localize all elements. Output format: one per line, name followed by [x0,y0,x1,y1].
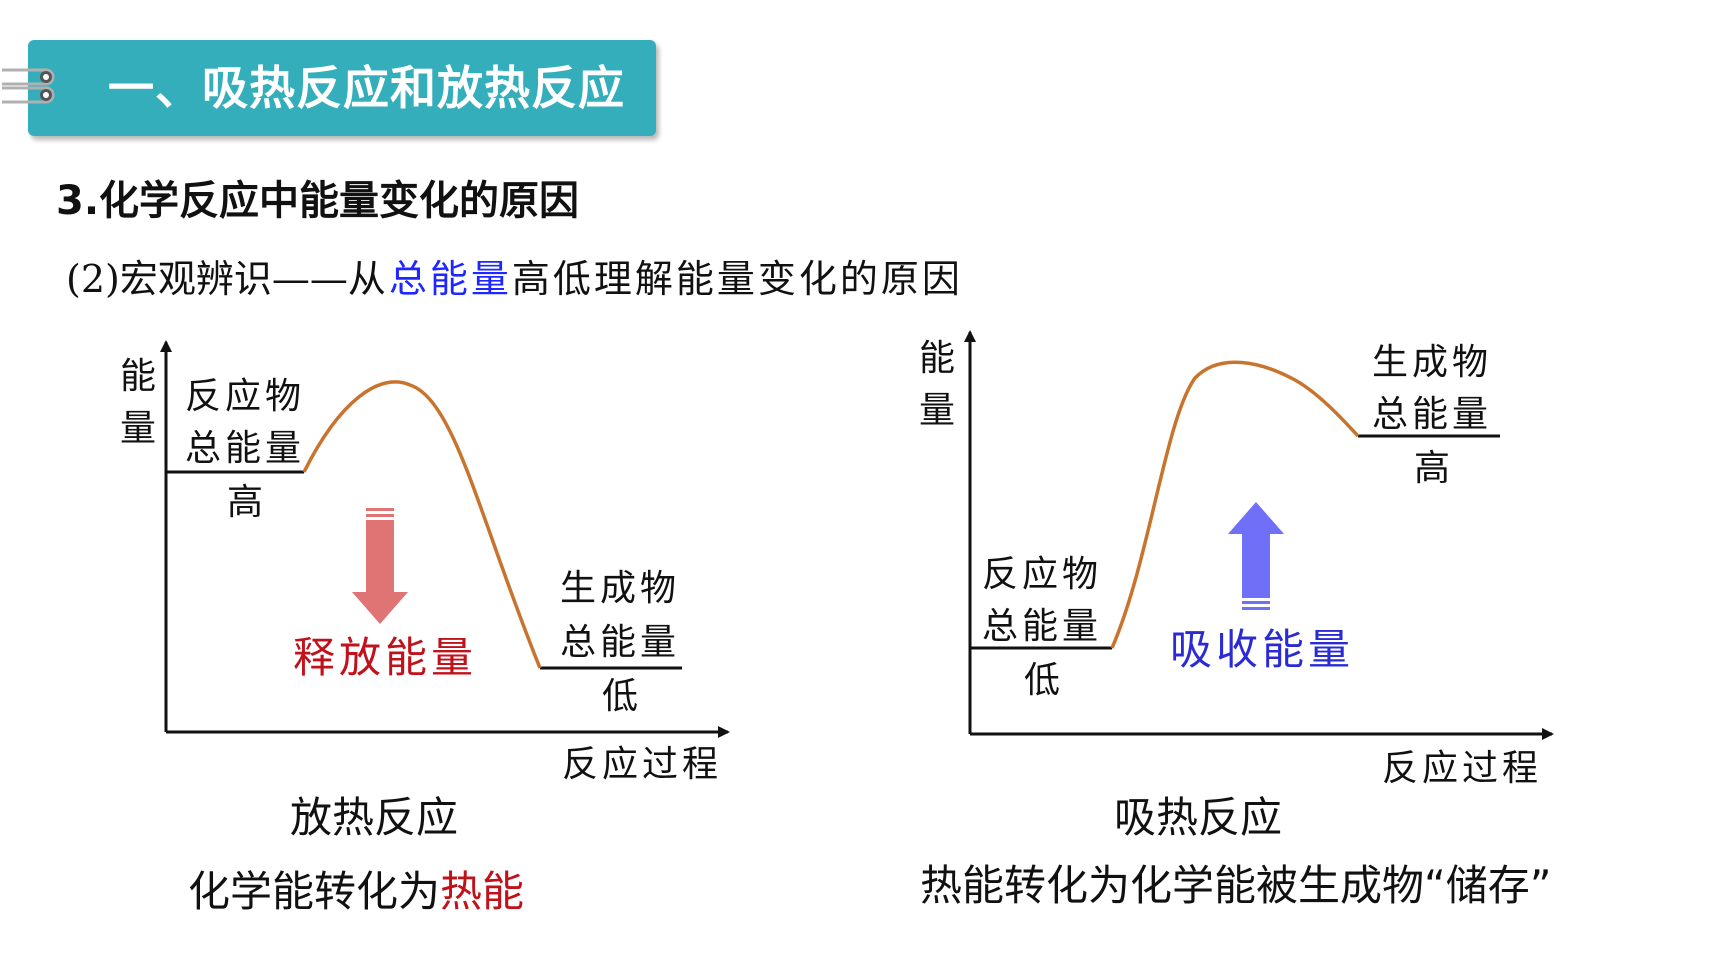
right-x-label: 反应过程 [1382,748,1542,789]
left-summary-prefix: 化学能转化为 [188,867,441,916]
binder-rings-icon [2,68,55,104]
subheading-prefix: (2)宏观辨识—— [66,257,348,301]
right-product-label-1: 生成物 [1372,342,1492,383]
absorb-arrow-icon [1228,502,1284,610]
right-product-label-3: 高 [1414,448,1450,489]
left-product-label-1: 生成物 [560,568,680,609]
left-title: 放热反应 [290,793,459,842]
left-energy-curve [302,380,542,669]
subheading: (2)宏观辨识——从总能量高低理解能量变化的原因 [66,248,963,303]
left-summary: 化学能转化为热能 [188,858,524,919]
left-reactant-label-3: 高 [227,482,263,523]
left-y-label-1: 能 [120,356,156,397]
right-energy-curve [1110,360,1360,649]
absorb-energy-label: 吸收能量 [1170,625,1354,674]
left-product-label-2: 总能量 [560,622,680,663]
section-heading: 3.化学反应中能量变化的原因 [56,178,580,224]
endothermic-diagram: 能 量 反应物 总能量 低 生成物 总能量 高 吸收能量 反应过程 [919,330,1554,789]
right-y-label-2: 量 [919,390,955,431]
section-banner: 一、吸热反应和放热反应 [28,40,656,136]
subheading-from: 从 [347,257,389,301]
right-y-label-1: 能 [919,338,955,379]
right-reactant-label-1: 反应物 [982,554,1102,595]
left-reactant-label-1: 反应物 [185,376,305,417]
left-summary-highlight: 热能 [440,867,525,916]
left-reactant-label-2: 总能量 [185,428,305,469]
right-title: 吸热反应 [1114,793,1283,842]
release-energy-label: 释放能量 [293,633,477,682]
right-summary: 热能转化为化学能被生成物“储存” [920,861,1552,910]
right-reactant-label-2: 总能量 [982,606,1102,647]
release-arrow-icon [352,508,408,624]
left-product-label-3: 低 [602,676,638,717]
right-product-label-2: 总能量 [1372,394,1492,435]
banner-title: 一、吸热反应和放热反应 [108,61,625,115]
left-x-label: 反应过程 [562,744,722,785]
subheading-rest: 高低理解能量变化的原因 [511,257,963,301]
subheading-highlight: 总能量 [388,257,512,301]
exothermic-diagram: 能 量 反应物 总能量 高 生成物 总能量 低 释放能量 反应过程 [120,340,730,785]
left-y-label-2: 量 [120,408,156,449]
right-reactant-label-3: 低 [1024,660,1060,701]
